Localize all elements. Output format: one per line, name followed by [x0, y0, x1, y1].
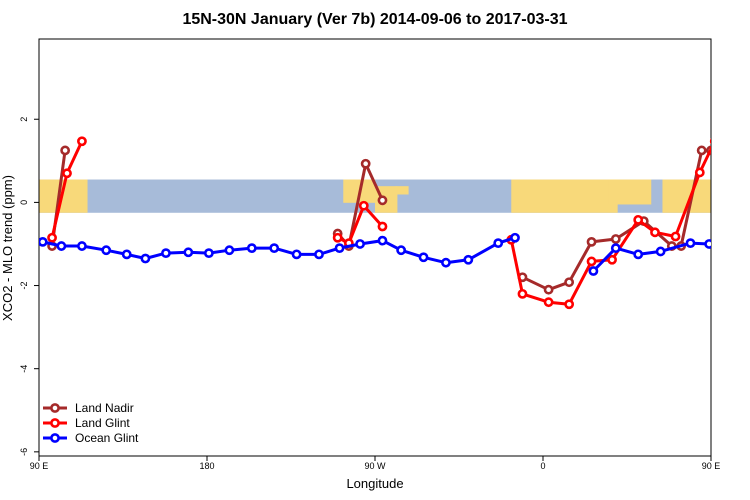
legend-label: Ocean Glint [75, 431, 139, 445]
data-point-ocean-glint [314, 249, 324, 260]
data-point-ocean-glint [610, 243, 621, 254]
legend-marker [50, 403, 60, 413]
x-axis: 90 E 180 90 W 0 90 E [30, 456, 721, 471]
data-point-land-nadir [543, 284, 554, 295]
legend-item-ocean-glint: Ocean Glint [43, 431, 139, 445]
y-axis-label: XCO2 - MLO trend (ppm) [0, 175, 15, 321]
data-point-ocean-glint [334, 243, 345, 254]
legend-label: Land Nadir [75, 401, 134, 415]
data-point-land-glint [543, 297, 554, 308]
data-point-land-nadir [377, 195, 388, 206]
legend-item-land-nadir: Land Nadir [43, 401, 134, 415]
data-point-land-nadir [564, 277, 575, 288]
data-point-ocean-glint [101, 245, 112, 256]
data-point-land-glint [377, 221, 388, 232]
y-tick-label: -4 [19, 365, 29, 373]
data-point-ocean-glint [655, 246, 666, 257]
legend-marker [50, 418, 60, 428]
data-point-ocean-glint [39, 236, 48, 247]
data-point-ocean-glint [588, 266, 599, 276]
data-point-land-nadir [610, 234, 621, 244]
data-point-ocean-glint [183, 247, 194, 258]
data-point-ocean-glint [685, 238, 696, 249]
data-point-land-glint [564, 299, 575, 310]
land-cuba [395, 186, 409, 195]
legend-item-land-glint: Land Glint [43, 416, 130, 430]
data-point-ocean-glint [633, 249, 644, 260]
x-tick-label: 180 [199, 461, 214, 471]
data-point-land-glint [586, 256, 597, 267]
data-point-ocean-glint [355, 239, 365, 249]
data-point-land-nadir [60, 145, 71, 156]
data-point-ocean-glint [728, 242, 735, 249]
data-point-land-glint [670, 231, 681, 242]
data-point-land-glint [607, 254, 617, 265]
data-point-ocean-glint [291, 249, 302, 260]
data-point-ocean-glint [77, 241, 87, 251]
data-point-ocean-glint [140, 253, 151, 264]
data-point-land-glint [358, 200, 369, 211]
legend-marker [50, 433, 60, 443]
data-point-land-glint [709, 138, 711, 145]
data-point-ocean-glint [269, 243, 280, 254]
data-point-ocean-glint [161, 248, 171, 259]
data-point-ocean-glint [396, 245, 407, 256]
y-tick-label: 0 [19, 200, 29, 205]
data-point-ocean-glint [56, 241, 67, 251]
land-africa [511, 179, 618, 213]
y-tick-label: -6 [19, 448, 29, 456]
y-tick-label: 2 [19, 117, 29, 122]
plot-frame [38, 38, 712, 457]
data-point-land-glint [332, 232, 343, 243]
data-point-ocean-glint [510, 232, 520, 243]
series-land-glint [47, 136, 711, 310]
data-point-land-glint [694, 167, 705, 178]
data-point-ocean-glint [441, 257, 451, 268]
data-point-land-glint [650, 227, 660, 238]
data-point-land-nadir [586, 236, 597, 247]
x-tick-label: 0 [540, 461, 545, 471]
series-layer [39, 136, 735, 310]
y-axis: 2 0 -2 -4 -6 [19, 117, 39, 456]
series-line-land-nadir [521, 219, 673, 292]
data-point-ocean-glint [463, 254, 474, 265]
data-point-land-glint [47, 232, 57, 243]
data-point-ocean-glint [203, 248, 214, 259]
data-point-ocean-glint [493, 238, 504, 249]
x-tick-label: 90 E [30, 461, 49, 471]
data-point-ocean-glint [121, 249, 132, 260]
series-land-nadir [47, 145, 711, 295]
y-tick-label: -2 [19, 282, 29, 290]
chart-title: 15N-30N January (Ver 7b) 2014-09-06 to 2… [182, 11, 567, 28]
x-tick-label: 90 E [702, 461, 721, 471]
land-arabia [608, 179, 652, 205]
data-point-land-glint [77, 136, 87, 147]
series-line-land-glint [509, 145, 711, 306]
data-point-land-nadir [360, 158, 371, 169]
data-point-ocean-glint [246, 243, 257, 254]
data-point-ocean-glint [704, 239, 711, 249]
x-axis-label: Longitude [346, 476, 403, 491]
data-point-ocean-glint [377, 235, 388, 246]
series-line-land-glint [337, 204, 384, 245]
data-point-ocean-glint [418, 252, 429, 263]
data-point-land-glint [62, 168, 72, 179]
data-point-land-nadir [696, 145, 707, 156]
series-ocean-glint [39, 232, 735, 276]
x-tick-label: 90 W [364, 461, 386, 471]
data-point-land-glint [633, 214, 644, 225]
data-point-ocean-glint [224, 245, 235, 256]
legend-label: Land Glint [75, 416, 130, 430]
data-point-land-glint [517, 288, 528, 299]
